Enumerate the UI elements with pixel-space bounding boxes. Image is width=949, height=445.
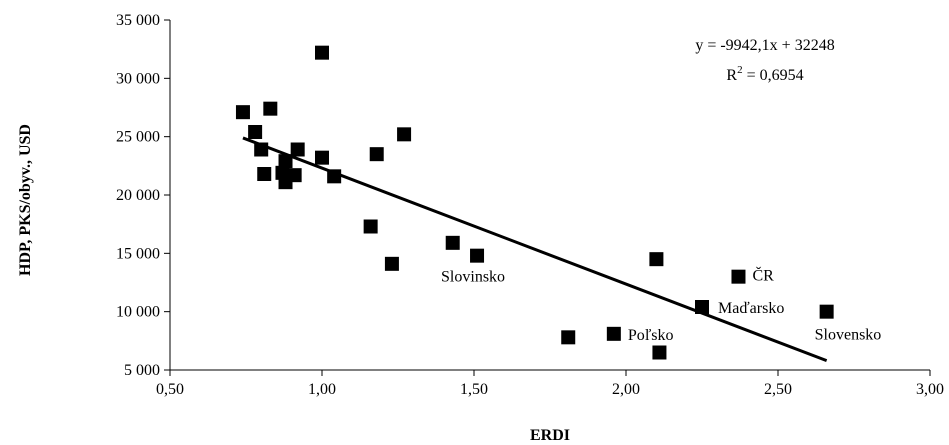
y-tick-label: 5 000 (124, 362, 160, 379)
r2-value: = 0,6954 (743, 67, 804, 84)
x-axis-title: ERDI (530, 427, 570, 444)
data-point (369, 147, 384, 162)
point-label: Slovinsko (441, 269, 505, 286)
y-tick-label: 30 000 (116, 70, 160, 87)
x-axis: 0,50 1,00 1,50 2,00 2,50 3,00 (156, 369, 944, 398)
x-tick-label: 0,50 (156, 381, 184, 398)
data-point (695, 300, 709, 314)
x-tick-label: 2,00 (612, 381, 640, 398)
data-point (819, 304, 834, 319)
data-point (254, 142, 269, 157)
y-tick-group: 5 000 10 000 15 000 20 000 25 000 30 000 35 00… (116, 12, 170, 379)
data-point (652, 345, 667, 360)
data-point (315, 150, 329, 165)
point-label: Slovensko (815, 327, 882, 344)
data-point (257, 167, 272, 181)
y-tick-label: 10 000 (116, 304, 160, 321)
point-label: Poľsko (628, 327, 674, 344)
x-tick-label: 1,50 (460, 381, 488, 398)
data-point (235, 105, 250, 120)
y-tick-label: 20 000 (116, 187, 160, 204)
data-point (649, 252, 664, 267)
trendline-equation: y = -9942,1x + 32248 (695, 37, 834, 54)
r2-superscript: 2 (737, 64, 743, 76)
y-tick-label: 15 000 (116, 245, 160, 262)
data-point (397, 127, 412, 142)
y-tick-label: 35 000 (116, 12, 160, 29)
data-point (606, 326, 621, 341)
trendline-r-squared: R2 = 0,6954 (726, 64, 803, 84)
x-tick-label: 1,00 (308, 381, 336, 398)
data-point (278, 154, 293, 169)
data-point (327, 169, 342, 184)
data-point (445, 235, 460, 250)
data-point (315, 45, 329, 60)
data-point (290, 142, 305, 157)
point-label: ČR (752, 266, 774, 285)
data-point (263, 101, 278, 116)
point-label: Maďarsko (718, 300, 784, 317)
data-point (470, 248, 485, 263)
data-point (363, 219, 378, 234)
y-axis: 5 000 10 000 15 000 20 000 25 000 30 000 35 00… (116, 12, 171, 379)
data-point (561, 330, 576, 345)
r2-prefix: R (726, 67, 737, 84)
y-tick-label: 25 000 (116, 129, 160, 146)
data-points (235, 45, 834, 360)
point-labels: Slovinsko Poľsko Maďarsko ČR Slovensko (441, 266, 881, 344)
data-point (287, 168, 302, 183)
data-point (384, 256, 399, 271)
data-point (731, 269, 746, 284)
x-tick-label: 2,50 (764, 381, 792, 398)
y-axis-title: HDP, PKS/obyv., USD (17, 124, 34, 276)
data-point (248, 125, 263, 139)
x-tick-group: 0,50 1,00 1,50 2,00 2,50 3,00 (156, 370, 944, 398)
x-tick-label: 3,00 (916, 381, 944, 398)
